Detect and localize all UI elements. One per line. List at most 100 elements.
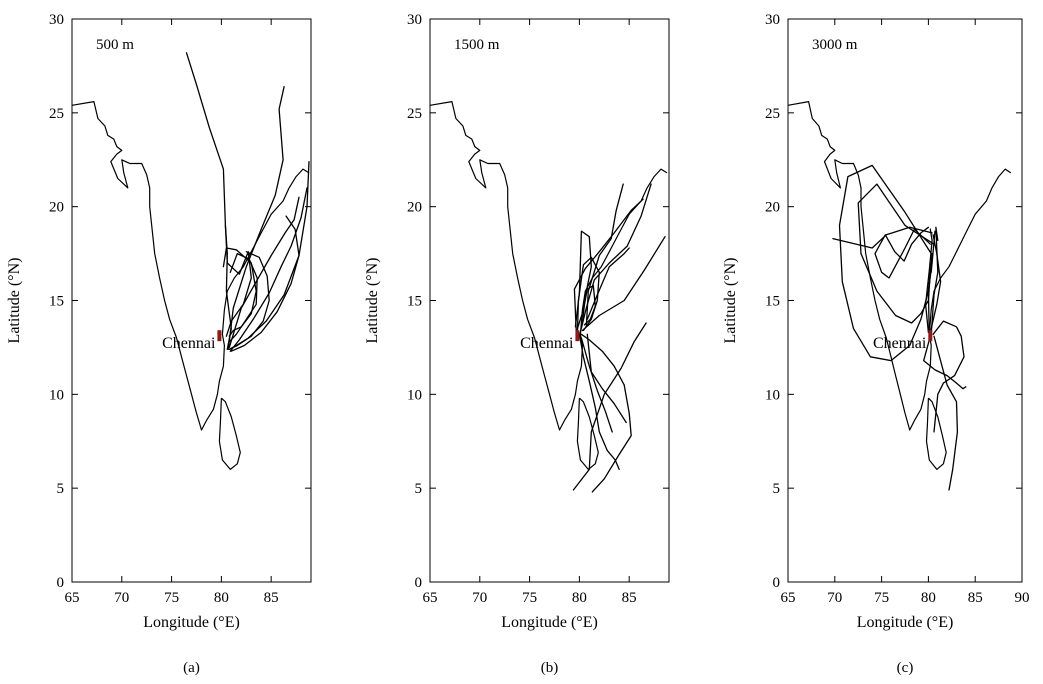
panel-b-trajectories xyxy=(572,183,666,493)
panel-a-trajectory-8 xyxy=(228,252,258,343)
panel-b-xtick-label-0: 65 xyxy=(423,590,438,606)
panel-b-india-coastline xyxy=(429,100,668,431)
panel-c-trajectory-7 xyxy=(927,230,936,337)
panel-b-trajectory-12 xyxy=(585,183,624,328)
panel-c-trajectory-2 xyxy=(874,226,931,279)
panel-c-ytick-label-6: 30 xyxy=(765,12,780,28)
panel-a-ytick-label-4: 20 xyxy=(49,200,64,216)
panel-c-trajectories xyxy=(832,164,967,491)
panel-b-xtick-label-4: 85 xyxy=(622,590,637,606)
panel-c-trajectory-10 xyxy=(924,228,933,334)
panel-a-xtick-label-1: 70 xyxy=(114,590,129,606)
panel-c-trajectory-1 xyxy=(857,183,935,324)
panel-b-ytick-label-1: 5 xyxy=(415,481,423,497)
panel-a-chennai-marker xyxy=(217,330,222,342)
panel-a-trajectory-9 xyxy=(230,215,300,352)
panel-a-chennai-label: Chennai xyxy=(162,335,216,352)
panel-b-trajectory-5 xyxy=(586,333,627,424)
panel-a-xlabel: Longitude (°E) xyxy=(143,614,240,631)
panel-c-trajectory-8 xyxy=(930,226,939,335)
panel-a-ytick-label-3: 15 xyxy=(49,294,64,310)
panel-b-ytick-label-2: 10 xyxy=(407,387,422,403)
panel-b-chennai-label: Chennai xyxy=(520,335,574,352)
panel-b-trajectory-13 xyxy=(576,284,596,330)
panel-a-altitude-label: 500 m xyxy=(96,37,134,53)
panel-c-trajectory-0 xyxy=(838,164,933,362)
panel-a-xtick-label-4: 85 xyxy=(264,590,279,606)
panel-b-xlabel: Longitude (°E) xyxy=(501,614,598,631)
panel-c-ytick-label-2: 10 xyxy=(765,387,780,403)
panel-c-ytick-label-5: 25 xyxy=(765,106,780,122)
panel-b-altitude-label: 1500 m xyxy=(454,37,500,53)
panel-a-trajectories xyxy=(185,52,310,352)
panel-c-trajectory-3 xyxy=(832,226,933,249)
panel-b-trajectory-7 xyxy=(586,247,630,320)
panel-b-trajectory-4 xyxy=(580,337,613,433)
panel-b-1500m: 65 70 75 80 85 0 5 10 15 20 25 30 Chennai 1500 m Lo… xyxy=(364,12,670,676)
panel-a-trajectory-3 xyxy=(229,187,308,352)
panel-b-basemap xyxy=(429,100,668,470)
panel-c-ytick-label-4: 20 xyxy=(765,200,780,216)
panel-c-ylabel: Latitude (°N) xyxy=(722,258,739,344)
panel-a-ytick-label-1: 5 xyxy=(57,481,65,497)
panel-a-india-coastline xyxy=(71,100,310,431)
panel-a-basemap xyxy=(71,100,310,470)
panel-b-ticks: 65 70 75 80 85 0 5 10 15 20 25 30 xyxy=(407,12,669,606)
panel-b-ytick-label-3: 15 xyxy=(407,294,422,310)
panel-b-frame xyxy=(429,18,670,583)
panel-b-trajectory-8 xyxy=(573,198,644,335)
panel-b-ytick-label-0: 0 xyxy=(415,575,423,591)
panel-c-xtick-label-0: 65 xyxy=(781,590,796,606)
panel-c-trajectory-6 xyxy=(933,335,959,491)
panel-c-tag: (c) xyxy=(897,660,914,676)
panel-a-xtick-label-0: 65 xyxy=(65,590,80,606)
panel-a-ytick-label-5: 25 xyxy=(49,106,64,122)
panel-a-500m: 65 70 75 80 85 0 5 10 15 20 25 30 Chennai 500 m Lon… xyxy=(6,12,312,676)
panel-b-xtick-label-1: 70 xyxy=(472,590,487,606)
panel-b-trajectory-9 xyxy=(578,183,652,337)
panel-a-srilanka-coastline xyxy=(218,397,241,470)
panel-b-trajectory-1 xyxy=(591,384,632,493)
panel-c-india-coastline xyxy=(787,100,1012,431)
panel-c-altitude-label: 3000 m xyxy=(812,37,858,53)
panel-c-xtick-label-3: 80 xyxy=(921,590,936,606)
panel-a-tag: (a) xyxy=(183,660,200,676)
panel-c-trajectory-9 xyxy=(929,234,942,334)
panel-b-trajectory-6 xyxy=(581,236,666,332)
panel-c-xlabel: Longitude (°E) xyxy=(857,614,954,631)
panel-b-srilanka-coastline xyxy=(576,397,599,470)
panel-a-ylabel: Latitude (°N) xyxy=(6,258,23,344)
panel-c-xtick-label-5: 90 xyxy=(1015,590,1030,606)
panel-c-ticks: 65 70 75 80 85 90 0 5 10 15 20 25 30 xyxy=(765,12,1030,606)
panel-a-ticks: 65 70 75 80 85 0 5 10 15 20 25 30 xyxy=(49,12,311,606)
panel-c-ytick-label-0: 0 xyxy=(773,575,781,591)
panel-c-ytick-label-1: 5 xyxy=(773,481,781,497)
panel-b-trajectory-0 xyxy=(572,322,647,491)
panel-c-chennai-marker xyxy=(928,330,933,342)
panel-a-trajectory-6 xyxy=(224,224,252,337)
panel-c-ytick-label-3: 15 xyxy=(765,294,780,310)
panel-a-trajectory-5 xyxy=(228,251,270,350)
panel-b-tag: (b) xyxy=(541,660,559,676)
panel-b-trajectory-3 xyxy=(578,333,620,471)
panel-b-chennai-marker xyxy=(575,330,580,342)
panel-c-trajectory-4 xyxy=(923,335,967,390)
panel-a-ytick-label-6: 30 xyxy=(49,12,64,28)
panel-c-chennai-label: Chennai xyxy=(873,335,927,352)
panel-c-basemap xyxy=(787,100,1012,470)
panel-c-frame xyxy=(787,18,1023,583)
panel-a-ytick-label-0: 0 xyxy=(57,575,65,591)
panel-b-trajectory-2 xyxy=(580,333,625,386)
panel-b-ylabel: Latitude (°N) xyxy=(364,258,381,344)
panel-a-xtick-label-2: 75 xyxy=(164,590,179,606)
panel-c-trajectory-5 xyxy=(932,320,965,433)
panel-a-xtick-label-3: 80 xyxy=(214,590,229,606)
panel-b-xtick-label-3: 80 xyxy=(572,590,587,606)
panel-b-ytick-label-6: 30 xyxy=(407,12,422,28)
panel-c-xtick-label-4: 85 xyxy=(968,590,983,606)
panel-b-ytick-label-4: 20 xyxy=(407,200,422,216)
panel-a-frame xyxy=(71,18,312,583)
panel-b-ytick-label-5: 25 xyxy=(407,106,422,122)
